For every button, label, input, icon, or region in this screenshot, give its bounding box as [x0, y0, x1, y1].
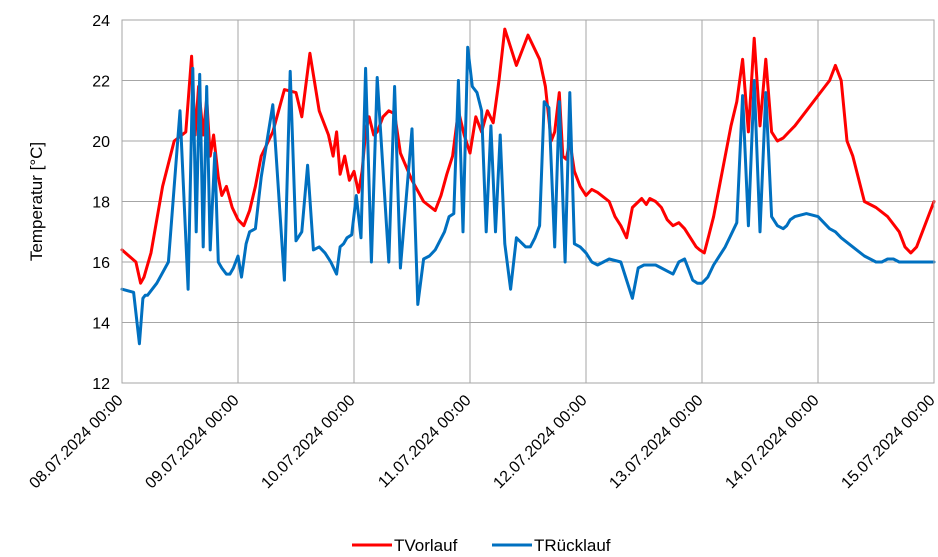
series-line-tvorlauf: [120, 27, 936, 285]
series-layer: [120, 27, 936, 346]
legend-label: TRücklauf: [534, 536, 611, 555]
x-axis-ticks: 08.07.2024 00:00 09.07.2024 00:00 10.07.20…: [26, 392, 938, 492]
legend-label: TVorlauf: [394, 536, 458, 555]
y-axis-title: Temperatur [°C]: [27, 142, 46, 261]
x-tick-label: 14.07.2024 00:00: [722, 392, 822, 492]
y-tick-label: 12: [92, 376, 110, 393]
x-tick-label: 13.07.2024 00:00: [606, 392, 706, 492]
y-axis-ticks: 12 14 16 18 20 22 24: [92, 13, 110, 393]
x-tick-label: 15.07.2024 00:00: [838, 392, 938, 492]
grid: [121, 19, 935, 384]
y-tick-label: 18: [92, 195, 110, 212]
x-tick-label: 10.07.2024 00:00: [258, 392, 358, 492]
x-tick-label: 08.07.2024 00:00: [26, 392, 126, 492]
y-tick-label: 24: [92, 13, 110, 30]
y-tick-label: 20: [92, 134, 110, 151]
y-tick-label: 22: [92, 74, 110, 91]
legend: TVorlauf TRücklauf: [352, 536, 611, 555]
x-tick-label: 11.07.2024 00:00: [375, 392, 474, 491]
x-tick-label: 09.07.2024 00:00: [142, 392, 242, 492]
series-line-truecklauf: [120, 45, 936, 346]
plot-frame: [121, 19, 935, 384]
y-tick-label: 16: [92, 255, 110, 272]
x-tick-label: 12.07.2024 00:00: [490, 392, 590, 492]
y-tick-label: 14: [92, 316, 110, 333]
